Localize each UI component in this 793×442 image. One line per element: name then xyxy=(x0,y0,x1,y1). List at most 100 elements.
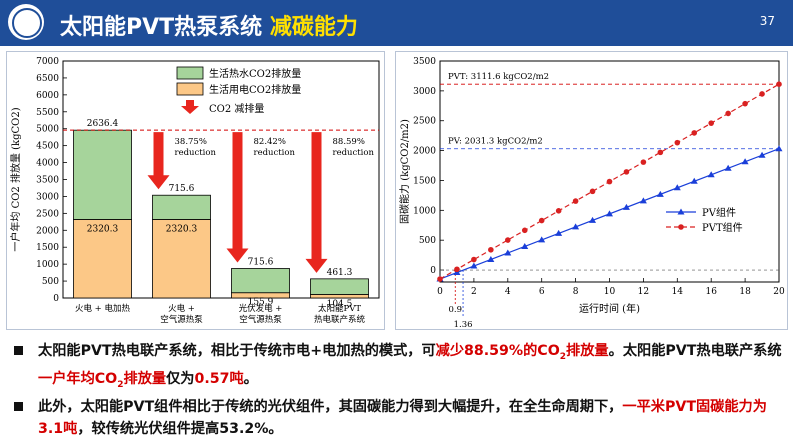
bar-value-label: 155.9 xyxy=(248,298,274,308)
bar-chart-panel: 0 500 1000 1500 2000 2500 3000 3500 4000 4500 5000… xyxy=(6,51,385,330)
header-bar: 太阳能PVT热泵系统 减碳能力 37 xyxy=(0,0,793,46)
bar-chart: 0 500 1000 1500 2000 2500 3000 3500 4000 4500 5000… xyxy=(9,57,380,325)
y-tick-label: 2500 xyxy=(413,117,436,127)
data-point-PVT组件 xyxy=(555,208,562,214)
data-point-PV组件 xyxy=(690,177,698,184)
y-tick-label: 0 xyxy=(430,266,436,276)
reduction-percent: 88.59% xyxy=(333,137,365,147)
legend-marker-PV组件 xyxy=(677,208,685,215)
y-tick-label: 4500 xyxy=(36,142,59,152)
bar-生活用电CO2排放量 xyxy=(310,294,369,299)
data-point-PVT组件 xyxy=(454,266,460,273)
data-point-PV组件 xyxy=(639,197,647,204)
data-point-PVT组件 xyxy=(538,217,545,224)
university-logo-icon xyxy=(8,4,44,40)
bullet-1-text-part: 2 xyxy=(117,379,124,390)
x-tick-label: 0 xyxy=(437,287,443,297)
data-point-PVT组件 xyxy=(742,100,748,107)
data-point-PV组件 xyxy=(775,145,783,152)
x-tick-label: 18 xyxy=(739,287,751,297)
reduction-arrow-shape xyxy=(305,132,328,273)
data-point-PVT组件 xyxy=(572,198,579,204)
bullet-2-text-part: ，较传统光伏组件提高53.2%。 xyxy=(77,420,283,437)
reduction-arrow xyxy=(226,132,249,263)
data-point-PV组件 xyxy=(555,229,563,236)
data-point-PVT组件 xyxy=(488,246,494,253)
data-point-PV组件 xyxy=(741,158,749,165)
line-chart-panel: 0 500 1000 1500 2000 2500 3000 3500 0 2 4 6 8 10 12 14 1… xyxy=(395,51,788,330)
legend-label: CO2 减排量 xyxy=(209,102,264,115)
data-point-PV组件 xyxy=(724,164,732,171)
data-point-PV组件 xyxy=(470,262,478,269)
reduction-word: reduction xyxy=(254,148,296,158)
bullet-2-text-part: 一平米PVT固碳能力为3.1吨 xyxy=(38,398,767,437)
reduction-arrow-shape xyxy=(147,132,170,190)
bar-value-label: 104.5 xyxy=(327,299,353,309)
data-point-PVT组件 xyxy=(606,178,613,185)
data-point-PV组件 xyxy=(707,171,715,178)
legend-marker-PVT组件 xyxy=(678,224,684,230)
bar-value-label: 461.3 xyxy=(327,268,353,278)
data-point-PV组件 xyxy=(538,236,546,243)
y-tick-label: 6500 xyxy=(36,74,59,84)
bullet-1-text-part: 排放量 xyxy=(123,370,167,387)
data-point-PVT组件 xyxy=(437,276,443,282)
bullet-1-text-part: 仅为 xyxy=(166,370,195,387)
x-category-label: 空气源热泵 xyxy=(160,314,203,325)
bullet-square-icon xyxy=(14,346,23,355)
y-tick-label: 2000 xyxy=(413,147,436,157)
bullet-1-text-part: 一户年均CO xyxy=(38,370,118,387)
data-point-PVT组件 xyxy=(776,81,782,87)
bullet-1-text-part: 减少88.59%的CO xyxy=(435,343,560,359)
data-point-PVT组件 xyxy=(759,91,765,97)
data-point-PVT组件 xyxy=(623,169,630,175)
y-tick-label: 7000 xyxy=(36,57,59,67)
bar-value-label: 2320.3 xyxy=(87,224,119,234)
bar-value-label: 715.6 xyxy=(248,257,274,267)
bullet-2: 此外，太阳能PVT组件相比于传统的光伏组件，其固碳能力得到大幅提升，在全生命周期… xyxy=(10,396,785,440)
y-tick-label: 3000 xyxy=(36,192,59,202)
x-tick-label: 4 xyxy=(505,287,511,297)
bar-value-label: 2636.4 xyxy=(87,119,119,129)
reduction-percent: 82.42% xyxy=(254,137,286,147)
data-point-PVT组件 xyxy=(657,149,664,156)
data-point-PVT组件 xyxy=(691,130,698,136)
x-tick-label: 20 xyxy=(773,287,785,297)
bullet-list: 太阳能PVT热电联产系统，相比于传统市电+电加热的模式，可减少88.59%的CO… xyxy=(10,340,785,440)
data-point-PV组件 xyxy=(504,249,512,256)
data-point-PVT组件 xyxy=(674,139,681,146)
bar-value-label: 715.6 xyxy=(169,184,195,194)
reduction-arrow-shape xyxy=(226,132,249,263)
data-point-PVT组件 xyxy=(708,120,714,126)
bullet-1-text-part: 排放量 xyxy=(566,343,609,359)
x-category-label: 光伏发电 + xyxy=(239,303,283,314)
x-tick-label: 16 xyxy=(705,287,717,297)
bullet-1-text-part: 2 xyxy=(559,351,567,362)
y-axis-label: 固碳能力 (kgCO2/m2) xyxy=(398,119,411,224)
data-point-PV组件 xyxy=(572,223,580,230)
y-tick-label: 1000 xyxy=(413,206,436,216)
bar-生活热水CO2排放量 xyxy=(73,129,132,220)
x-category-label: 太阳能PVT xyxy=(318,303,361,314)
x-category-label: 火电 + 电加热 xyxy=(75,303,131,314)
y-tick-label: 1500 xyxy=(413,176,436,186)
legend-label: 生活用电CO2排放量 xyxy=(209,83,301,96)
legend-reduction-arrow-icon xyxy=(181,100,199,114)
data-point-PV组件 xyxy=(673,184,681,191)
data-point-PVT组件 xyxy=(640,159,647,165)
pvt-annotation: PVT: 3111.6 kgCO2/m2 xyxy=(448,72,549,82)
bullet-2-text-part: 此外，太阳能PVT组件相比于传统的光伏组件，其固碳能力得到大幅提升，在全生命周期… xyxy=(38,398,623,415)
y-tick-label: 1000 xyxy=(36,260,59,270)
legend-swatch-hot-water xyxy=(176,66,204,80)
y-tick-label: 3000 xyxy=(413,87,436,97)
legend-label: 生活热水CO2排放量 xyxy=(209,67,301,80)
legend-label: PVT组件 xyxy=(702,221,743,234)
reduction-percent: 38.75% xyxy=(175,137,207,147)
line-chart: 0 500 1000 1500 2000 2500 3000 3500 0 2 4 6 8 10 12 14 1… xyxy=(398,57,785,330)
page-number: 37 xyxy=(759,14,775,28)
data-point-PV组件 xyxy=(589,216,597,223)
reduction-word: reduction xyxy=(333,148,375,158)
y-tick-label: 2000 xyxy=(36,226,59,236)
bar-value-label: 2320.3 xyxy=(166,224,198,234)
bullet-1-text-part: 。 xyxy=(243,370,258,387)
